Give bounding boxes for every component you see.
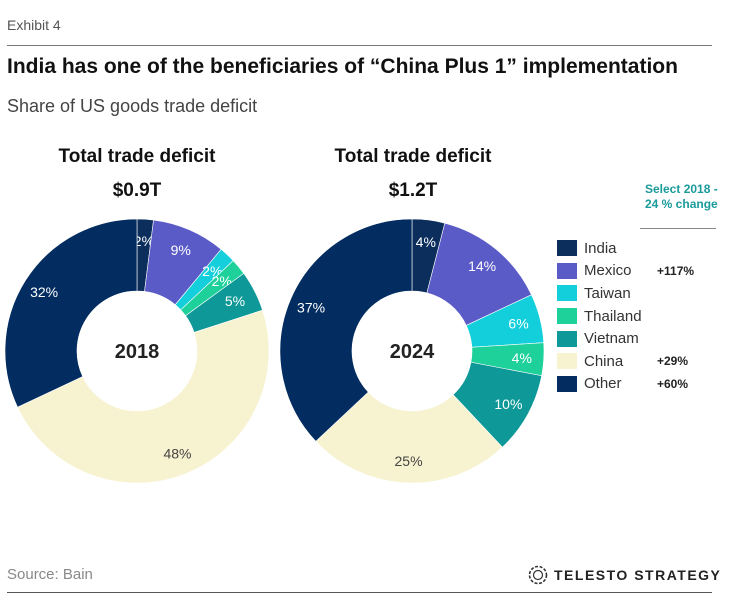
legend-header-rule — [640, 228, 716, 229]
legend-label-thailand: Thailand — [584, 307, 642, 325]
legend-item-mexico: Mexico +117% — [557, 260, 694, 283]
center-label-2024: 2024 — [390, 341, 435, 363]
exhibit-label: Exhibit 4 — [7, 17, 61, 33]
slice-label-taiwan-2018: 2% — [202, 263, 222, 279]
legend-swatch-other — [557, 375, 577, 392]
donut-chart-2018: 2%9%2%2%5%48%32%2018 — [4, 218, 270, 484]
legend-swatch-thailand — [557, 308, 577, 325]
legend-swatch-vietnam — [557, 330, 577, 347]
slice-label-mexico-2018: 9% — [171, 242, 191, 258]
legend-change-other: +60% — [657, 376, 689, 391]
source-note: Source: Bain — [7, 566, 93, 583]
legend-label-other: Other — [584, 375, 622, 393]
slice-label-india-2024: 4% — [416, 234, 436, 250]
legend-swatch-china — [557, 353, 577, 370]
legend-label-china: China — [584, 352, 624, 370]
legend-item-taiwan: Taiwan — [557, 282, 654, 305]
bottom-rule — [7, 592, 712, 593]
slice-label-vietnam-2024: 10% — [494, 396, 522, 412]
page-title: India has one of the beneficiaries of “C… — [7, 55, 678, 78]
telesto-logo-icon — [528, 565, 548, 585]
legend-item-vietnam: Vietnam — [557, 327, 654, 350]
donut-hole-2018 — [77, 291, 197, 411]
legend-swatch-taiwan — [557, 285, 577, 302]
brand: TELESTO STRATEGY — [528, 565, 721, 585]
legend-label-india: India — [584, 239, 617, 257]
center-label-2018: 2018 — [115, 341, 160, 363]
chart-total-2018: $0.9T — [112, 180, 162, 201]
donut-hole-2024 — [352, 291, 472, 411]
chart-title-2018: Total trade deficit — [58, 146, 216, 167]
legend-swatch-india — [557, 240, 577, 257]
chart-title-2024: Total trade deficit — [334, 146, 492, 167]
legend-change-china: +29% — [657, 354, 689, 369]
legend-item-thailand: Thailand — [557, 305, 654, 328]
slice-label-thailand-2018: 2% — [212, 273, 232, 289]
legend-swatch-mexico — [557, 262, 577, 279]
legend-change-header: Select 2018 - 24 % change — [645, 182, 718, 211]
slice-label-other-2018: 32% — [30, 284, 58, 300]
slice-label-vietnam-2018: 5% — [225, 293, 245, 309]
slice-label-china-2024: 25% — [395, 453, 423, 469]
legend-label-vietnam: Vietnam — [584, 330, 639, 348]
legend-label-taiwan: Taiwan — [584, 284, 631, 302]
legend-item-india: India — [557, 237, 654, 260]
top-rule — [7, 45, 712, 46]
legend-item-china: China +29% — [557, 350, 688, 373]
slice-label-thailand-2024: 4% — [512, 350, 532, 366]
chart-total-2024: $1.2T — [388, 180, 438, 201]
slice-label-taiwan-2024: 6% — [508, 316, 528, 332]
donut-chart-2024: 4% 14% 6% 4% 10% 25% 37% 2024 — [279, 218, 545, 484]
slice-label-india-2018: 2% — [134, 233, 154, 249]
slice-label-china-2018: 48% — [163, 445, 191, 461]
legend-change-mexico: +117% — [657, 263, 695, 278]
slice-label-mexico-2024: 14% — [468, 258, 496, 274]
brand-name: TELESTO STRATEGY — [554, 567, 722, 583]
page-subtitle: Share of US goods trade deficit — [7, 96, 258, 116]
legend-label-mexico: Mexico — [584, 262, 632, 280]
legend-item-other: Other +60% — [557, 373, 688, 396]
legend: India Mexico +117% Taiwan Thailand Vietnam Chi… — [557, 237, 694, 396]
slice-label-other-2024: 37% — [297, 299, 325, 315]
